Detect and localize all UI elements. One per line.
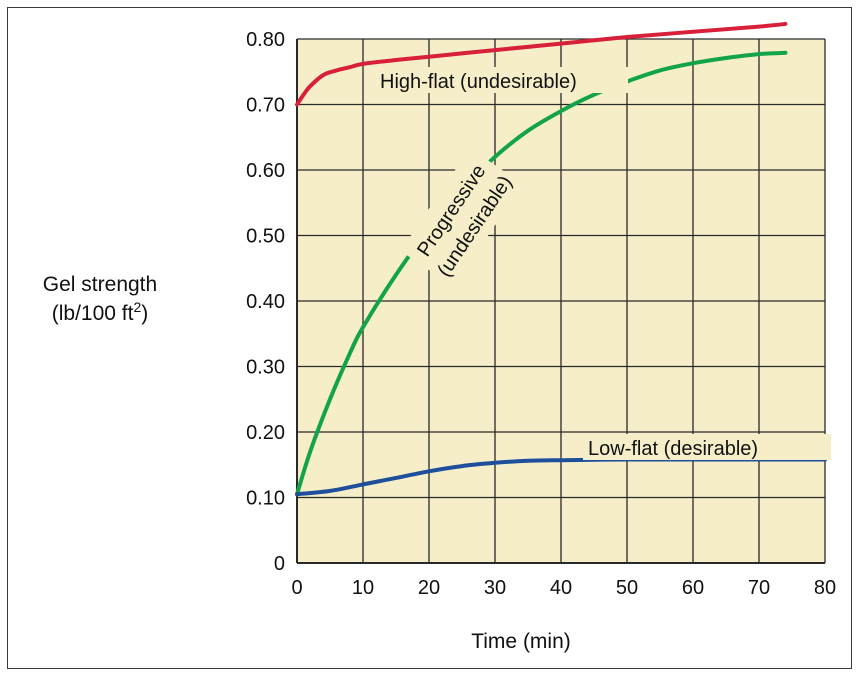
x-tick-label: 60 [682,577,704,599]
x-tick-label: 0 [291,577,302,599]
grid-lines [296,38,826,564]
y-tick-label: 0.80 [246,29,285,51]
series-line-progressive [295,50,788,497]
x-axis-label: Time (min) [471,630,571,653]
gel-strength-chart: 0 0.10 0.20 0.30 0.40 0.50 0.60 0.70 0.80 0 10 20 3… [43,21,836,653]
x-tick-label: 70 [748,577,770,599]
low-flat-label: Low-flat (desirable) [588,438,758,460]
y-tick-label: 0.70 [246,95,285,117]
progressive-label-bg [400,148,523,287]
y-tick-label: 0.20 [246,422,285,444]
high-flat-label-bg [376,67,628,93]
x-tick-labels: 0 10 20 30 40 50 60 70 80 [291,577,836,599]
y-tick-label: 0.30 [246,357,285,379]
low-flat-label-bg [583,434,831,460]
series-line-high-flat [295,21,788,107]
y-tick-label: 0.10 [246,488,285,510]
y-tick-label: 0 [274,553,285,575]
y-tick-label: 0.60 [246,160,285,182]
x-tick-label: 80 [814,577,836,599]
x-tick-label: 30 [484,577,506,599]
x-tick-label: 20 [418,577,440,599]
x-tick-label: 10 [352,577,374,599]
y-tick-label: 0.50 [246,226,285,248]
y-tick-labels: 0 0.10 0.20 0.30 0.40 0.50 0.60 0.70 0.80 [246,29,285,575]
high-flat-label: High-flat (undesirable) [380,71,577,93]
x-tick-label: 50 [616,577,638,599]
y-tick-label: 0.40 [246,291,285,313]
figure-frame: 0 0.10 0.20 0.30 0.40 0.50 0.60 0.70 0.80 0 10 20 3… [7,7,852,669]
y-axis-label-line2: (lb/100 ft2) [52,299,149,325]
y-axis-label-line1: Gel strength [43,273,157,296]
x-tick-label: 40 [550,577,572,599]
